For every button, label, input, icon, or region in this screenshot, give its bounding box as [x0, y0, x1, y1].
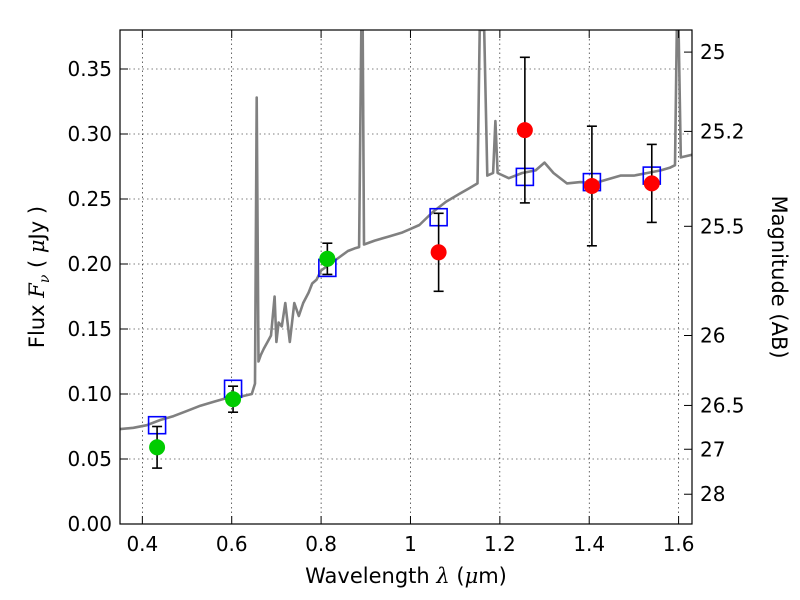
observed-point	[430, 244, 447, 261]
ticks: 0.4 0.6 0.8 1 1.2 1.4 1.6 0.00 0.05 0.10 0.15 0.20 0…	[67, 30, 745, 556]
x-tick-label: 0.4	[126, 532, 158, 556]
plot-frame	[119, 29, 693, 525]
observed-point	[225, 391, 242, 408]
observed-point	[516, 122, 533, 139]
y2-tick-label: 25.5	[700, 214, 745, 238]
y2-tick-label: 26.5	[700, 393, 745, 417]
x-tick-label: 0.6	[216, 532, 248, 556]
observed-point	[149, 439, 166, 456]
y-axis-label: Flux Fν ( μJy )	[25, 206, 53, 348]
y2-tick-label: 26	[700, 324, 725, 348]
y-tick-label: 0.10	[67, 382, 112, 406]
y-tick-label: 0.15	[67, 317, 112, 341]
observed-point	[583, 178, 600, 194]
x-tick-label: 1	[404, 532, 417, 556]
y2-axis-label: Magnitude (AB)	[767, 195, 791, 358]
y2-tick-label: 27	[700, 437, 725, 461]
y-tick-label: 0.05	[67, 447, 112, 471]
y2-tick-label: 25.2	[700, 119, 745, 143]
y2-tick-label: 28	[700, 482, 725, 506]
observed-point	[643, 175, 660, 192]
x-tick-label: 0.8	[305, 532, 337, 556]
x-tick-label: 1.4	[573, 532, 605, 556]
x-tick-label: 1.6	[663, 532, 695, 556]
y-tick-label: 0.20	[67, 252, 112, 276]
x-tick-label: 1.2	[484, 532, 516, 556]
data-layer	[120, 30, 692, 469]
y2-tick-label: 25	[700, 40, 725, 64]
y-tick-label: 0.30	[67, 122, 112, 146]
observed-point	[319, 250, 336, 267]
y-tick-label: 0.25	[67, 187, 112, 211]
grid-lines	[120, 30, 692, 525]
y-tick-label: 0.35	[67, 57, 112, 81]
y-tick-label: 0.00	[67, 512, 112, 536]
x-axis-label: Wavelength λ (μm)	[305, 564, 507, 588]
spectrum-line	[120, 30, 692, 431]
